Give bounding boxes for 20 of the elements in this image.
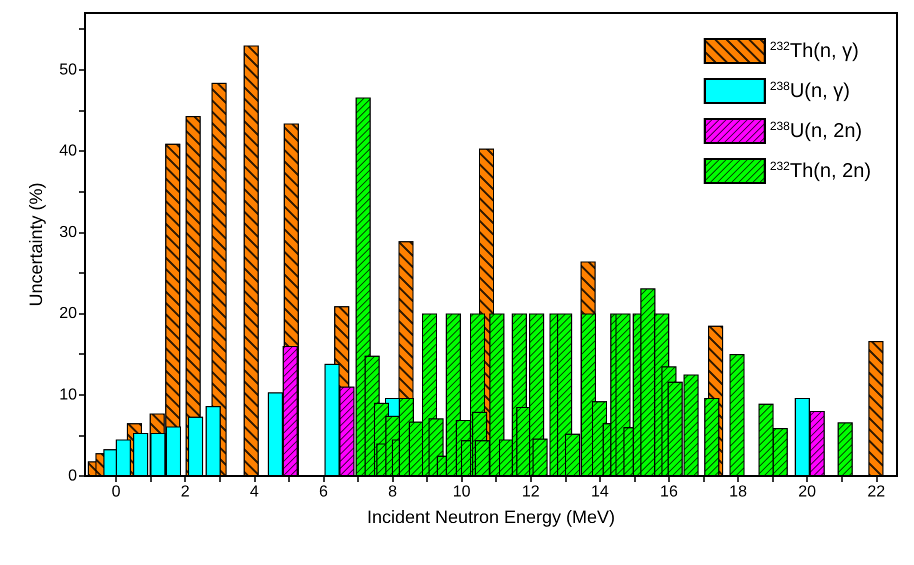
x-tick-label: 18: [729, 484, 748, 500]
y-tick-label: 10: [59, 386, 78, 404]
x-tick-label: 22: [867, 484, 886, 500]
x-tick-label: 10: [452, 484, 471, 500]
x-tick-label: 20: [798, 484, 816, 500]
x-tick-label: 14: [590, 484, 609, 500]
y-tick-label: 40: [59, 142, 78, 160]
y-tick-label: 30: [59, 224, 78, 241]
x-tick-label: 2: [180, 484, 190, 500]
y-tick-label: 50: [59, 61, 78, 78]
y-axis-title: Uncertainty (%): [26, 182, 46, 307]
x-tick-label: 16: [660, 484, 678, 500]
x-axis-title: Incident Neutron Energy (MeV): [366, 507, 616, 527]
y-tick-label: 0: [68, 468, 78, 484]
x-tick-label: 6: [318, 484, 328, 500]
x-tick-label: 0: [112, 484, 121, 500]
x-tick-label: 12: [522, 484, 540, 500]
x-tick-label: 4: [250, 484, 259, 500]
y-tick-label: 20: [59, 305, 78, 322]
x-tick-label: 8: [388, 484, 398, 500]
